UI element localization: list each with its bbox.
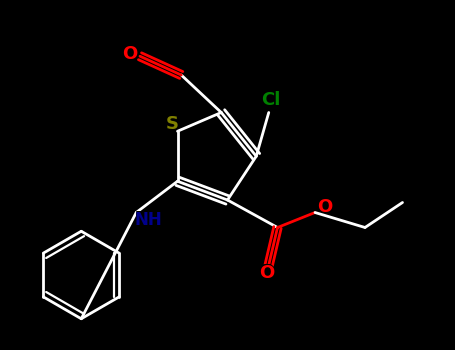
Text: O: O (123, 45, 138, 63)
Text: O: O (259, 263, 274, 281)
Text: NH: NH (136, 212, 163, 230)
Text: S: S (165, 115, 178, 133)
Text: O: O (122, 45, 137, 63)
Text: O: O (123, 44, 138, 62)
Text: NH: NH (136, 211, 163, 229)
Text: S: S (166, 115, 179, 133)
Text: O: O (258, 264, 273, 281)
Text: O: O (318, 198, 333, 217)
Text: Cl: Cl (262, 90, 281, 108)
Text: Cl: Cl (262, 90, 282, 108)
Text: O: O (258, 264, 274, 281)
Text: NH: NH (134, 210, 162, 229)
Text: O: O (259, 264, 274, 282)
Text: S: S (166, 114, 179, 132)
Text: O: O (122, 44, 137, 62)
Text: O: O (123, 46, 138, 63)
Text: O: O (318, 198, 333, 216)
Text: O: O (318, 198, 333, 216)
Text: O: O (122, 44, 137, 62)
Text: NH: NH (134, 211, 162, 229)
Text: S: S (167, 116, 180, 133)
Text: Cl: Cl (262, 92, 281, 110)
Text: S: S (165, 114, 178, 132)
Text: O: O (258, 263, 274, 281)
Text: O: O (259, 264, 274, 281)
Text: O: O (258, 264, 273, 282)
Text: O: O (317, 199, 332, 217)
Text: O: O (317, 198, 332, 216)
Text: O: O (318, 199, 333, 217)
Text: NH: NH (136, 210, 163, 229)
Text: O: O (318, 199, 333, 217)
Text: O: O (317, 198, 332, 217)
Text: S: S (167, 115, 180, 133)
Text: Cl: Cl (262, 92, 282, 110)
Text: NH: NH (135, 210, 162, 229)
Text: O: O (258, 263, 273, 281)
Text: Cl: Cl (261, 92, 280, 110)
Text: S: S (166, 116, 179, 133)
Text: O: O (122, 46, 137, 63)
Text: NH: NH (135, 211, 162, 229)
Text: S: S (167, 114, 180, 132)
Text: Cl: Cl (261, 90, 280, 108)
Text: Cl: Cl (262, 91, 281, 109)
Text: S: S (165, 116, 178, 133)
Text: Cl: Cl (261, 91, 280, 109)
Text: O: O (258, 264, 274, 282)
Text: NH: NH (134, 212, 162, 230)
Text: Cl: Cl (262, 91, 282, 109)
Text: NH: NH (135, 212, 162, 230)
Text: O: O (318, 198, 333, 217)
Text: O: O (122, 46, 137, 63)
Text: O: O (122, 45, 137, 63)
